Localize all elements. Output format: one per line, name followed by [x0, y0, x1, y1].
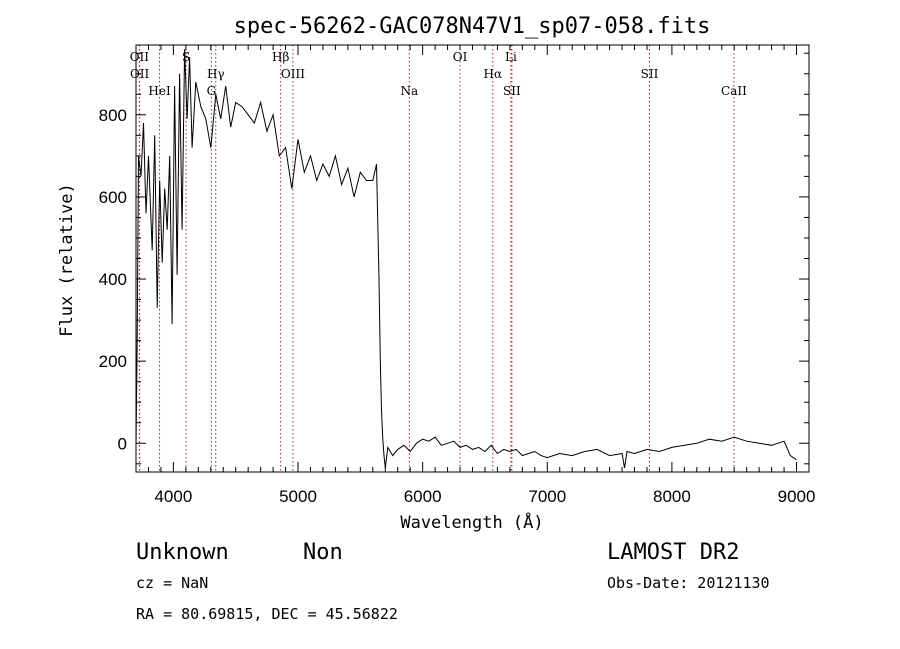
line-marker-label: CaII — [721, 84, 747, 98]
line-marker-label: SII — [503, 84, 521, 98]
object-subclass: Non — [303, 540, 343, 565]
x-tick-label: 6000 — [404, 487, 442, 506]
survey-name: LAMOST DR2 — [607, 540, 739, 565]
chart-title: spec-56262-GAC078N47V1_sp07-058.fits — [234, 14, 711, 39]
x-axis-label: Wavelength (Å) — [400, 511, 543, 533]
y-tick-label: 800 — [99, 106, 127, 125]
y-tick-label: 200 — [99, 352, 127, 371]
line-marker-label: G — [207, 84, 217, 98]
observation-date: Obs-Date: 20121130 — [607, 574, 770, 592]
redshift-cz: cz = NaN — [136, 574, 208, 592]
line-marker-label: OI — [453, 50, 468, 64]
x-tick-label: 9000 — [778, 487, 816, 506]
y-tick-label: 400 — [99, 270, 127, 289]
line-marker-label: HeI — [148, 84, 171, 98]
line-marker-label: OIII — [281, 67, 305, 81]
line-marker-label: S — [182, 50, 190, 64]
y-axis-label: Flux (relative) — [57, 183, 77, 337]
line-markers — [138, 45, 735, 472]
x-tick-label: 5000 — [279, 487, 317, 506]
line-marker-label: SII — [641, 67, 659, 81]
x-tick-label: 8000 — [653, 487, 691, 506]
line-marker-label: Hβ — [272, 50, 289, 64]
line-marker-label: Li — [505, 50, 517, 64]
line-marker-label: Hγ — [207, 67, 225, 81]
line-marker-label: Na — [400, 84, 418, 98]
x-tick-label: 4000 — [154, 487, 192, 506]
plot-frame — [135, 44, 810, 473]
y-tick-label: 0 — [118, 434, 127, 453]
object-class: Unknown — [136, 540, 229, 565]
line-marker-label: OII — [130, 50, 150, 64]
line-marker-label: Hα — [484, 67, 503, 81]
x-axis: 4000 5000 6000 7000 8000 9000 — [135, 45, 816, 506]
x-tick-label: 7000 — [528, 487, 566, 506]
y-axis: 0 200 400 600 800 — [99, 52, 809, 465]
y-tick-label: 600 — [99, 188, 127, 207]
spectrum-line — [135, 49, 797, 468]
coordinates: RA = 80.69815, DEC = 45.56822 — [136, 605, 398, 623]
